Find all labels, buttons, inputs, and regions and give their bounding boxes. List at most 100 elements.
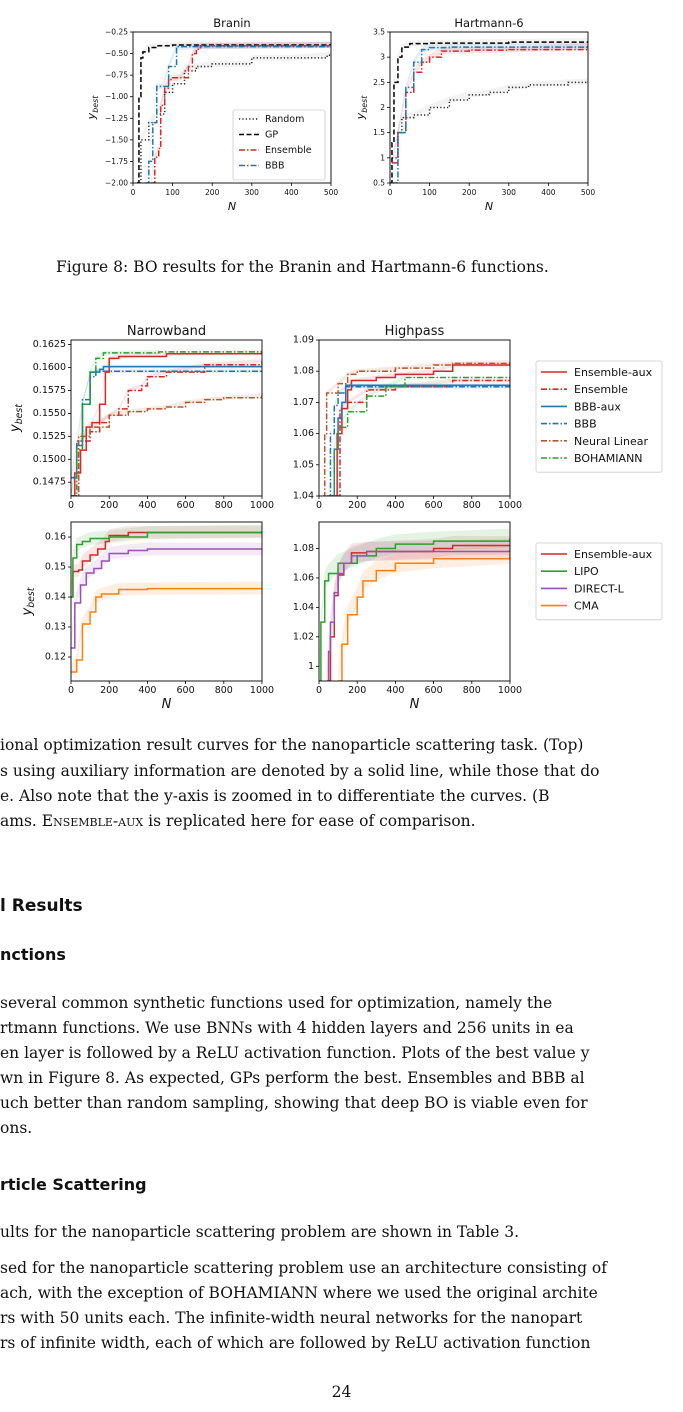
y-tick-label: 1.08 xyxy=(293,366,314,377)
y-tick-label: 1.08 xyxy=(293,543,314,554)
y-tick-label: 1.06 xyxy=(293,572,314,583)
axes-frame xyxy=(318,339,511,497)
series-line-gp xyxy=(390,41,588,183)
x-tick-label: 400 xyxy=(386,685,404,696)
x-tick-label: 800 xyxy=(463,685,481,696)
x-tick-label: 1000 xyxy=(250,685,274,696)
chart-title: Narrowband xyxy=(127,324,206,339)
chart-title: Highpass xyxy=(385,324,445,339)
x-tick-label: 1000 xyxy=(250,500,274,511)
y-tick-label: 0.1525 xyxy=(33,431,66,442)
y-tick-label: −0.50 xyxy=(105,49,128,58)
series-line-ensemble-aux xyxy=(334,364,510,496)
x-tick-label: 0 xyxy=(388,188,393,197)
legend: Random GP Ensemble BBB xyxy=(232,109,326,181)
y-tick-label: 0.5 xyxy=(373,179,385,188)
y-tick-label: 0.13 xyxy=(45,622,66,633)
legend-entry: Ensemble xyxy=(265,145,312,156)
section-heading-results: l Results xyxy=(0,896,83,916)
figure-8-caption: Figure 8: BO results for the Branin and … xyxy=(56,258,549,276)
series-line-cma xyxy=(71,587,262,673)
scattering-paragraph-line: ach, with the exception of BOHAMIANN whe… xyxy=(0,1284,598,1302)
x-tick-label: 800 xyxy=(215,685,233,696)
x-tick-label: 0 xyxy=(68,685,74,696)
y-tick-label: 0.1575 xyxy=(33,385,66,396)
x-tick-label: 600 xyxy=(425,500,443,511)
y-tick-label: −1.50 xyxy=(105,135,128,144)
x-tick-label: 800 xyxy=(215,500,233,511)
axes-frame xyxy=(70,521,263,682)
y-axis-label: ybest xyxy=(8,404,25,433)
legend-entry: Neural Linear xyxy=(574,435,648,448)
y-tick-label: 0.15 xyxy=(45,562,66,573)
legend-entry: DIRECT-L xyxy=(574,582,625,595)
y-tick-label: 2.5 xyxy=(373,78,385,87)
functions-paragraph-line: several common synthetic functions used … xyxy=(0,994,553,1012)
y-tick-label: −1.25 xyxy=(105,114,128,123)
x-tick-label: 0 xyxy=(316,685,322,696)
y-tick-label: 1.06 xyxy=(293,428,314,439)
series-line-bohamiann xyxy=(71,351,262,496)
x-tick-label: 600 xyxy=(425,685,443,696)
figure-9-caption-line-2: s using auxiliary information are denote… xyxy=(0,762,600,780)
legend-entry: BBB xyxy=(574,418,597,431)
y-axis-label: ybest xyxy=(85,95,100,121)
functions-paragraph-line: rtmann functions. We use BNNs with 4 hid… xyxy=(0,1019,574,1037)
series-line-ensemble xyxy=(336,379,510,496)
y-tick-label: 1 xyxy=(308,661,314,672)
x-tick-label: 400 xyxy=(386,500,404,511)
x-tick-label: 400 xyxy=(541,188,556,197)
legend-entry: Ensemble-aux xyxy=(574,548,653,561)
series-line-bbb xyxy=(144,44,331,183)
y-tick-label: 2 xyxy=(380,103,385,112)
series-line-bbb-aux xyxy=(330,384,510,496)
x-tick-label: 300 xyxy=(245,188,260,197)
hartmann-6-plot: 0 100 200 300 400 500 0.5 1 1.5 2 2.5 3 3.5 Hartmann-… xyxy=(354,16,595,213)
series-line-ensemble-aux xyxy=(71,351,262,496)
x-tick-label: 100 xyxy=(422,188,437,197)
series-line-random xyxy=(391,81,588,159)
y-tick-label: 3.5 xyxy=(373,28,385,37)
x-axis-label: N xyxy=(228,200,236,213)
x-tick-label: 400 xyxy=(138,685,156,696)
series-line-bohamiann xyxy=(328,376,510,496)
x-tick-label: 500 xyxy=(324,188,339,197)
legend-entry: Ensemble-aux xyxy=(574,366,653,379)
series-line-random xyxy=(136,53,331,183)
y-tick-label: −0.25 xyxy=(105,28,128,37)
scattering-paragraph-line: rs of infinite width, each of which are … xyxy=(0,1334,591,1352)
x-tick-label: 200 xyxy=(348,685,366,696)
series-line-ensemble-aux xyxy=(71,531,262,598)
branin-plot: 0 100 200 300 400 500 −2.00 −1.75 −1.50 −1.25 −1.0… xyxy=(85,16,338,213)
figure-9: 0 200 400 600 800 10000.14750.15000.15250.155… xyxy=(8,324,663,712)
y-tick-label: 1.09 xyxy=(293,335,314,346)
series-line-direct-l xyxy=(326,548,510,681)
y-tick-label: 0.16 xyxy=(45,532,66,543)
chart-title: Hartmann-6 xyxy=(454,16,523,30)
subsection-heading-scattering: rticle Scattering xyxy=(0,1175,147,1194)
y-tick-label: −0.75 xyxy=(105,71,128,80)
scattering-paragraph-line: rs with 50 units each. The infinite-widt… xyxy=(0,1309,583,1327)
x-tick-label: 1000 xyxy=(498,500,522,511)
subsection-heading-functions: nctions xyxy=(0,945,66,964)
chart-plot: 0 200 400 600 800 1000 0.12 0.13 0.14 0.15 0.16 Nyb… xyxy=(20,521,274,712)
chart-title: Branin xyxy=(213,16,250,30)
legend-entry: BOHAMIANN xyxy=(574,452,643,465)
y-tick-label: −1.00 xyxy=(105,92,128,101)
axes-frame xyxy=(132,31,332,184)
y-tick-label: 0.1600 xyxy=(33,362,66,373)
figure-8: 0 100 200 300 400 500 −2.00 −1.75 −1.50 −1.25 −1.0… xyxy=(85,16,595,213)
y-tick-label: −1.75 xyxy=(105,157,128,166)
legend-entry: BBB-aux xyxy=(574,400,621,413)
functions-paragraph-line: wn in Figure 8. As expected, GPs perform… xyxy=(0,1069,585,1087)
series-line-bbb xyxy=(326,386,510,496)
legend-entry: BBB xyxy=(265,161,285,172)
scattering-paragraph-line: ults for the nanoparticle scattering pro… xyxy=(0,1223,520,1241)
y-tick-label: 0.1625 xyxy=(33,339,66,350)
x-tick-label: 200 xyxy=(205,188,220,197)
legend-entry: LIPO xyxy=(574,565,599,578)
y-tick-label: 1.05 xyxy=(293,459,314,470)
x-tick-label: 600 xyxy=(177,685,195,696)
x-tick-label: 400 xyxy=(284,188,299,197)
series-line-bbb xyxy=(71,370,262,479)
